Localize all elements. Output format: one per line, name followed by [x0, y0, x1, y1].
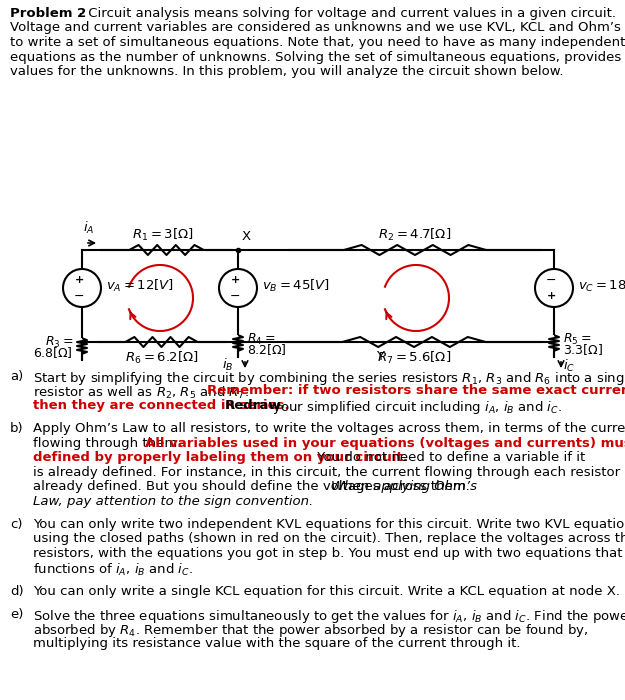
Text: +: +: [546, 291, 556, 301]
Text: +: +: [74, 275, 84, 285]
Text: $i_A$: $i_A$: [83, 220, 94, 236]
Text: $3.3[\Omega]$: $3.3[\Omega]$: [563, 342, 603, 358]
Text: Remember: if two resistors share the same exact current,: Remember: if two resistors share the sam…: [207, 384, 625, 398]
Text: Voltage and current variables are considered as unknowns and we use KVL, KCL and: Voltage and current variables are consid…: [10, 22, 625, 34]
Text: Start by simplifying the circuit by combining the series resistors $R_1$, $R_3$ : Start by simplifying the circuit by comb…: [33, 370, 625, 387]
Text: multiplying its resistance value with the square of the current through it.: multiplying its resistance value with th…: [33, 637, 521, 650]
Text: X: X: [242, 230, 251, 243]
Text: your simplified circuit including $i_A$, $i_B$ and $i_C$.: your simplified circuit including $i_A$,…: [268, 399, 562, 416]
Text: defined by properly labeling them on your circuit.: defined by properly labeling them on you…: [33, 452, 408, 464]
Text: d): d): [10, 584, 24, 598]
Text: Apply Ohm’s Law to all resistors, to write the voltages across them, in terms of: Apply Ohm’s Law to all resistors, to wri…: [33, 422, 625, 435]
Text: $8.2[\Omega]$: $8.2[\Omega]$: [247, 342, 286, 358]
Text: $v_B = 45[V]$: $v_B = 45[V]$: [262, 278, 330, 294]
Text: values for the unknowns. In this problem, you will analyze the circuit shown bel: values for the unknowns. In this problem…: [10, 65, 564, 78]
Text: $R_7 = 5.6[\Omega]$: $R_7 = 5.6[\Omega]$: [377, 350, 451, 366]
Text: $R_1 = 3[\Omega]$: $R_1 = 3[\Omega]$: [132, 227, 194, 243]
Text: to write a set of simultaneous equations. Note that, you need to have as many in: to write a set of simultaneous equations…: [10, 36, 625, 49]
Text: Law, pay attention to the sign convention.: Law, pay attention to the sign conventio…: [33, 495, 313, 508]
Text: resistors, with the equations you got in step b. You must end up with two equati: resistors, with the equations you got in…: [33, 547, 625, 560]
Text: −: −: [546, 274, 556, 286]
Text: then they are connected in series.: then they are connected in series.: [33, 399, 294, 412]
Text: $v_C = 18[V]$: $v_C = 18[V]$: [578, 278, 625, 294]
Text: When applying Ohm’s: When applying Ohm’s: [331, 480, 477, 494]
Text: $R_6 = 6.2[\Omega]$: $R_6 = 6.2[\Omega]$: [125, 350, 198, 366]
Text: absorbed by $R_4$. Remember that the power absorbed by a resistor can be found b: absorbed by $R_4$. Remember that the pow…: [33, 622, 588, 639]
Text: e): e): [10, 608, 23, 621]
Text: already defined. But you should define the voltages across them.: already defined. But you should define t…: [33, 480, 474, 494]
Text: $v_A = 12[V]$: $v_A = 12[V]$: [106, 278, 174, 294]
Text: −: −: [230, 290, 240, 302]
Text: resistor as well as $R_2$, $R_5$ and $R_7$.: resistor as well as $R_2$, $R_5$ and $R_…: [33, 384, 251, 400]
Text: Y: Y: [376, 350, 384, 363]
Text: Problem 2: Problem 2: [10, 7, 86, 20]
Text: $R_3 =$: $R_3 =$: [45, 335, 73, 349]
Text: b): b): [10, 422, 24, 435]
Text: +: +: [231, 275, 239, 285]
Text: $i_B$: $i_B$: [221, 357, 233, 373]
Text: You can only write two independent KVL equations for this circuit. Write two KVL: You can only write two independent KVL e…: [33, 518, 625, 531]
Text: $R_4 =$: $R_4 =$: [247, 332, 275, 346]
Text: using the closed paths (shown in red on the circuit). Then, replace the voltages: using the closed paths (shown in red on …: [33, 533, 625, 545]
Text: flowing through them.: flowing through them.: [33, 437, 186, 449]
Text: $6.8[\Omega]$: $6.8[\Omega]$: [33, 346, 73, 360]
Text: $R_2 = 4.7[\Omega]$: $R_2 = 4.7[\Omega]$: [378, 227, 452, 243]
Text: c): c): [10, 518, 22, 531]
Text: −: −: [74, 290, 84, 302]
Text: equations as the number of unknowns. Solving the set of simultaneous equations, : equations as the number of unknowns. Sol…: [10, 50, 625, 64]
Text: a): a): [10, 370, 23, 383]
Text: $R_5 =$: $R_5 =$: [563, 332, 591, 346]
Text: functions of $i_A$, $i_B$ and $i_C$.: functions of $i_A$, $i_B$ and $i_C$.: [33, 561, 193, 577]
Text: Solve the three equations simultaneously to get the values for $i_A$, $i_B$ and : Solve the three equations simultaneously…: [33, 608, 625, 625]
Text: Redraw: Redraw: [225, 399, 282, 412]
Text: All variables used in your equations (voltages and currents) must be: All variables used in your equations (vo…: [145, 437, 625, 449]
Text: is already defined. For instance, in this circuit, the current flowing through e: is already defined. For instance, in thi…: [33, 466, 625, 479]
Text: $i_C$: $i_C$: [563, 358, 575, 374]
Text: - Circuit analysis means solving for voltage and current values in a given circu: - Circuit analysis means solving for vol…: [75, 7, 616, 20]
Text: You can only write a single KCL equation for this circuit. Write a KCL equation : You can only write a single KCL equation…: [33, 584, 620, 598]
Text: You do not need to define a variable if it: You do not need to define a variable if …: [313, 452, 585, 464]
